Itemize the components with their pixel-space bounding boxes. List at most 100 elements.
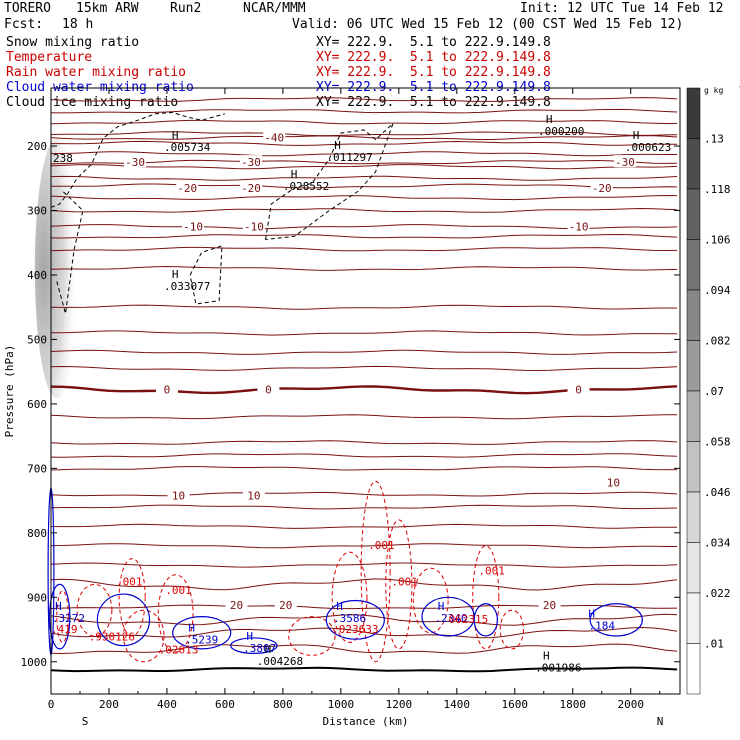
high-value-label: .004268 (257, 655, 303, 668)
isoline (50, 504, 678, 510)
colorbar-tick-label: .034 (704, 537, 731, 550)
cloud-water-contour (589, 603, 643, 637)
cloud-water-label: .184 (588, 620, 615, 633)
isotherm-label-bg (182, 219, 205, 232)
header-fcst-value: 18 h (62, 17, 94, 32)
high-marker: H (546, 113, 553, 126)
rain-contour (56, 590, 69, 643)
cloud-water-contour (473, 603, 498, 637)
y-tick-label: 700 (27, 462, 47, 475)
colorbar-tick-label: .058 (704, 436, 731, 449)
isotherm-label: 0 (164, 384, 171, 397)
isoline (50, 414, 678, 420)
cloud-water-contour (325, 599, 385, 640)
isoline (50, 543, 678, 549)
legend-name-temperature: Temperature (6, 50, 93, 65)
colorbar-swatch (686, 87, 701, 139)
isotherm-label-bg (538, 598, 561, 611)
isoline (50, 246, 678, 252)
isotherm--30 (50, 159, 678, 165)
isoline (50, 265, 678, 271)
isotherm-label: 0 (265, 384, 272, 397)
isotherm-label-bg (613, 155, 636, 168)
isotherm-label: -30 (241, 156, 261, 169)
colorbar-tick-label: .094 (704, 284, 731, 297)
high-value-label: .005734 (164, 141, 211, 154)
x-tick-label: 800 (273, 698, 293, 711)
cloud-ice-contour (265, 123, 394, 240)
isotherm-label: 20 (230, 599, 243, 612)
x-tick-label: 200 (99, 698, 119, 711)
surface-line (50, 666, 678, 673)
y-tick-label: 300 (27, 204, 47, 217)
legend-name-snow: Snow mixing ratio (6, 35, 140, 50)
isotherm-label-bg (257, 382, 280, 395)
colorbar-tick-label: .082 (704, 335, 731, 348)
isoline (50, 304, 678, 310)
x-tick-label: 0 (48, 698, 55, 711)
cloud-water-high-marker: H (188, 622, 195, 635)
isoline (50, 151, 678, 157)
rain-label: .001 (368, 539, 395, 552)
rain-contour (472, 545, 500, 650)
colorbar-swatch (686, 542, 701, 594)
legend-xy-rain: XY= 222.9. 5.1 to 222.9.149.8 (316, 65, 551, 80)
high-marker: H (172, 268, 179, 281)
y-tick-label: 500 (27, 333, 47, 346)
isotherm-label-bg (567, 219, 590, 232)
isoline (50, 440, 678, 445)
isotherm-label-bg (242, 488, 265, 501)
x-tick-label: 1200 (386, 698, 413, 711)
y-tick-label: 600 (27, 398, 47, 411)
isotherm-label-bg (240, 155, 263, 168)
header-fcst-label: Fcst: (4, 17, 44, 32)
high-marker: H (543, 650, 550, 663)
colorbar-swatch (686, 239, 701, 291)
cloud-water-high-marker: H (336, 600, 343, 613)
colorbar-swatch (686, 188, 701, 240)
rain-contour (122, 609, 165, 663)
rain-label: .419 (51, 623, 78, 636)
colorbar-swatch (686, 441, 701, 493)
rain-contour (412, 567, 449, 634)
header-run: Run2 (170, 1, 202, 16)
x-tick-label: 1800 (560, 698, 587, 711)
isoline (50, 643, 678, 655)
rain-contour (331, 551, 368, 643)
cloud-water-label: .3586 (333, 612, 366, 625)
high-value-label: .033077 (164, 280, 210, 293)
x-tick-label: 1400 (444, 698, 471, 711)
rain-label: .001 (478, 565, 505, 578)
isoline (50, 613, 678, 626)
y-tick-label: 900 (27, 591, 47, 604)
y-tick-label: 400 (27, 269, 47, 282)
snow-shade-blob (34, 138, 79, 399)
isotherm--20 (51, 183, 678, 189)
isoline (50, 164, 678, 170)
isotherm-label: -40 (264, 132, 284, 145)
high-value-label: .028552 (283, 180, 329, 193)
isotherm-label: -20 (241, 182, 261, 195)
isotherm-label: -10 (569, 221, 589, 234)
isotherm-label: -20 (177, 182, 197, 195)
x-tick-label: 1000 (328, 698, 355, 711)
isotherm-label-bg (602, 475, 625, 488)
colorbar-swatch (686, 643, 701, 695)
colorbar: .13 .118 .106 .094 .082 .07 .058 .046 .034 .022 .0… (686, 83, 740, 695)
rain-contour (499, 609, 524, 650)
y-tick-label: 1000 (21, 656, 48, 669)
axes: 0 200 400 600 800 1000 1200 1400 1600 1800 2000200… (3, 87, 681, 728)
rain-contour (76, 583, 113, 637)
legend-name-rain: Rain water mixing ratio (6, 65, 187, 80)
header-resolution: 15km ARW (76, 1, 139, 16)
header-valid: Valid: 06 UTC Wed 15 Feb 12 (00 CST Wed … (292, 17, 684, 32)
colorbar-tick-label: .118 (704, 183, 731, 196)
cloud-ice-contour (50, 111, 226, 208)
snow-shading (34, 138, 79, 399)
colorbar-swatch (686, 138, 701, 190)
x-tick-label: 400 (157, 698, 177, 711)
north-end-label: N (657, 715, 664, 728)
colorbar-tick-label: .022 (704, 587, 731, 600)
x-tick-label: 1600 (502, 698, 529, 711)
isoline (50, 194, 678, 201)
